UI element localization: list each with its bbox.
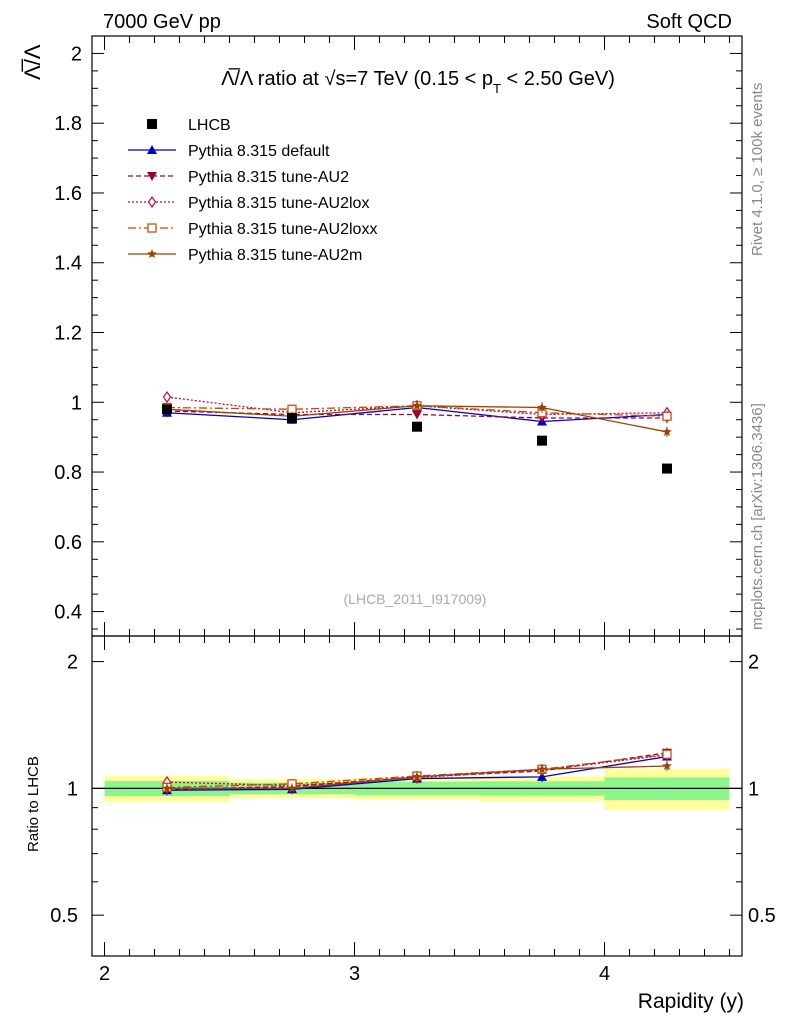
legend-label: Pythia 8.315 tune-AU2lox <box>188 195 369 212</box>
ratio-plot-frame <box>91 635 743 957</box>
data-point <box>537 435 547 446</box>
ratio-tick-label: 0.5 <box>50 905 78 927</box>
ratio-tick-label-right: 2 <box>748 652 759 674</box>
mcplots-label: mcplots.cern.ch [arXiv:1306.3436] <box>749 403 766 630</box>
marker-triangle-down <box>412 410 422 420</box>
marker-diamond <box>162 391 172 404</box>
data-point <box>412 421 422 432</box>
x-tick-label: 2 <box>99 963 110 985</box>
legend-data-label: LHCB <box>188 117 231 134</box>
y-tick-label: 2 <box>71 43 82 65</box>
marker-star <box>162 783 172 793</box>
marker-star <box>412 400 422 410</box>
marker-triangle-down <box>147 172 157 181</box>
legend-label: Pythia 8.315 tune-AU2m <box>188 247 362 264</box>
y-axis-label: Λ̅/Λ <box>20 44 45 80</box>
legend-label: Pythia 8.315 tune-AU2loxx <box>188 221 377 238</box>
header-left: 7000 GeV pp <box>103 11 221 33</box>
y-tick-label: 0.4 <box>54 602 82 624</box>
chart-title: Λ̅/Λ ratio at √s=7 TeV (0.15 < pT < 2.50… <box>221 67 615 96</box>
ratio-tick-label-right: 0.5 <box>748 905 776 927</box>
ratio-y-axis-label: Ratio to LHCB <box>25 756 42 852</box>
legend: LHCB Pythia 8.315 default Pythia 8.315 tun… <box>128 117 377 264</box>
marker-star <box>147 249 157 258</box>
y-tick-label: 1.8 <box>54 113 82 135</box>
marker-triangle-up <box>537 771 547 781</box>
marker-star <box>537 402 547 412</box>
legend-label: Pythia 8.315 tune-AU2 <box>188 169 349 186</box>
x-tick-label: 4 <box>599 963 610 985</box>
series-line <box>166 405 668 417</box>
x-axis-label: Rapidity (y) <box>638 990 744 1013</box>
marker-star <box>412 771 422 781</box>
data-point <box>162 404 172 415</box>
marker-square <box>662 749 672 759</box>
rivet-label: Rivet 4.1.0, ≥ 100k events <box>749 83 766 256</box>
marker-star <box>287 783 297 793</box>
chart-title-main: Λ̅/Λ ratio at √s=7 TeV (0.15 < p <box>221 67 493 90</box>
marker-star <box>662 426 672 436</box>
marker-square <box>147 223 157 233</box>
legend-label: Pythia 8.315 default <box>188 143 330 160</box>
chart-title-sub: T <box>493 81 501 96</box>
ratio-series <box>162 747 672 796</box>
ratio-y-ticks: 0.5 0.5 1 1 2 2 <box>50 652 776 957</box>
marker-star <box>537 764 547 774</box>
x-tick-label: 3 <box>349 963 360 985</box>
ratio-tick-label: 1 <box>67 778 78 800</box>
chart-title-tail: < 2.50 GeV) <box>501 68 615 90</box>
y-tick-label: 1 <box>71 392 82 414</box>
legend-data-marker <box>147 119 157 129</box>
data-point <box>287 412 297 423</box>
ratio-series-line <box>166 753 668 789</box>
data-points <box>162 404 672 474</box>
marker-star <box>662 761 672 771</box>
ratio-tick-label: 2 <box>67 652 78 674</box>
analysis-watermark: (LHCB_2011_I917009) <box>344 591 487 607</box>
ratio-series-line <box>166 754 668 787</box>
marker-square <box>662 411 672 421</box>
main-y-ticks: 0.4 0.6 0.8 1 1.2 1.4 1.6 1.8 2 <box>54 43 742 630</box>
x-ticks: 2 3 4 <box>99 36 730 985</box>
data-point <box>662 463 672 474</box>
y-tick-label: 0.6 <box>54 532 82 554</box>
y-tick-label: 1.6 <box>54 183 82 205</box>
marker-triangle-up <box>147 145 157 154</box>
y-tick-label: 1.2 <box>54 323 82 345</box>
ratio-frame-rect <box>91 635 743 957</box>
header-right: Soft QCD <box>646 11 732 33</box>
y-tick-label: 1.4 <box>54 253 82 275</box>
marker-diamond <box>147 195 157 209</box>
ratio-tick-label-right: 1 <box>748 778 759 800</box>
y-tick-label: 0.8 <box>54 462 82 484</box>
